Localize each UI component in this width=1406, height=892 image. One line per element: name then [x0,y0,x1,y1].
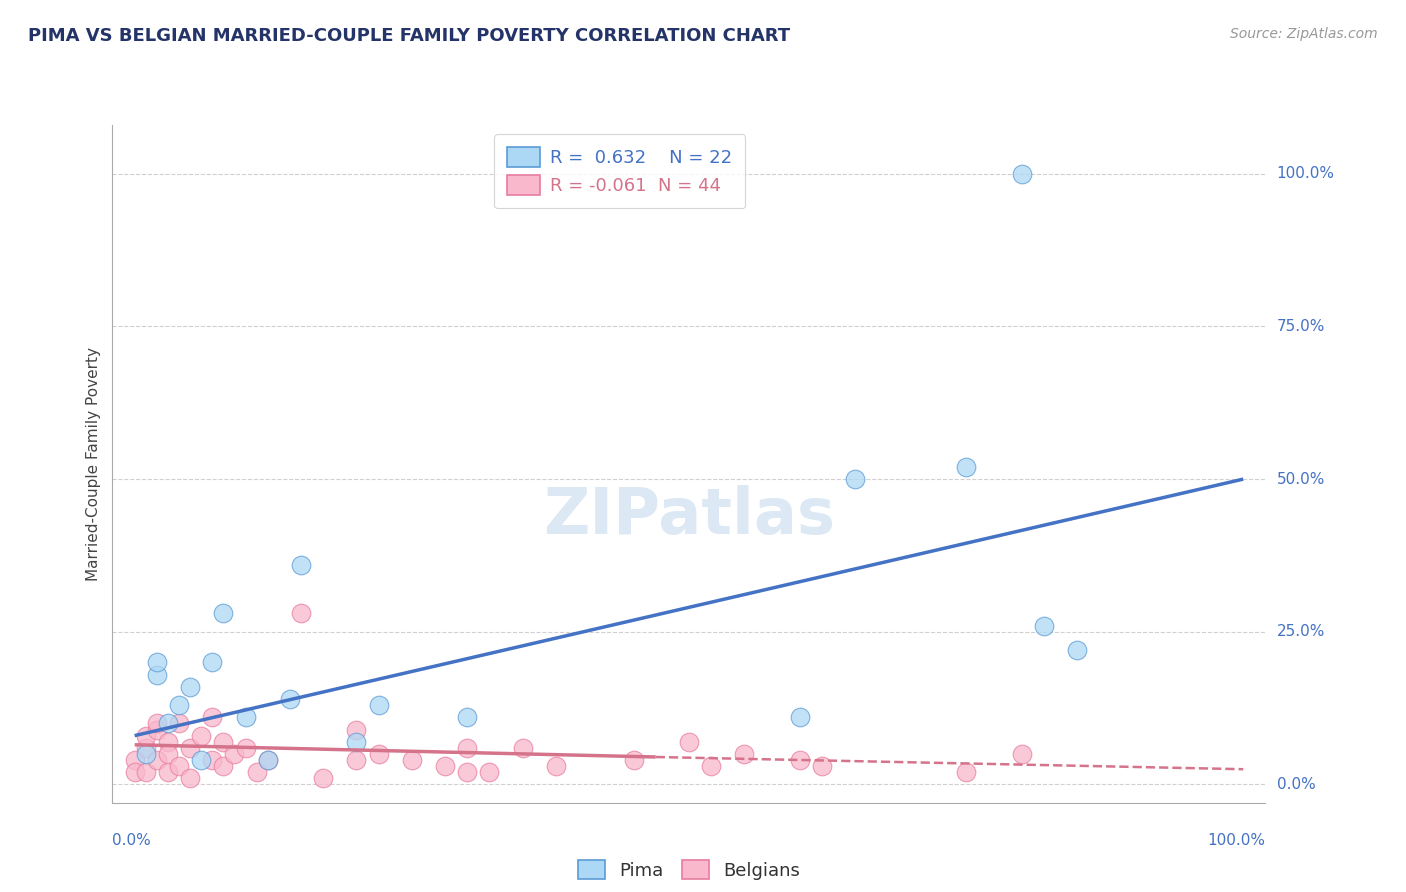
Point [146,656,169,670]
Point [235,710,257,724]
Legend: Pima, Belgians: Pima, Belgians [569,851,808,888]
Text: PIMA VS BELGIAN MARRIED-COUPLE FAMILY POVERTY CORRELATION CHART: PIMA VS BELGIAN MARRIED-COUPLE FAMILY PO… [28,27,790,45]
Point [135,765,157,780]
Point [135,747,157,761]
Point [156,747,179,761]
Point [146,667,169,681]
Point [401,753,423,767]
Point [456,765,478,780]
Point [256,753,278,767]
Point [1032,618,1054,632]
Point [201,656,224,670]
Point [544,759,567,773]
Point [733,747,755,761]
Text: 0.0%: 0.0% [1277,777,1315,792]
Point [146,723,169,737]
Point [212,607,235,621]
Point [135,740,157,755]
Text: Source: ZipAtlas.com: Source: ZipAtlas.com [1230,27,1378,41]
Point [290,607,312,621]
Point [623,753,645,767]
Text: 100.0%: 100.0% [1208,833,1265,848]
Point [456,710,478,724]
Point [167,759,190,773]
Point [146,753,169,767]
Text: 50.0%: 50.0% [1277,472,1324,487]
Point [367,747,389,761]
Text: 0.0%: 0.0% [112,833,152,848]
Point [290,558,312,572]
Point [1011,747,1033,761]
Point [344,735,367,749]
Point [955,765,977,780]
Point [434,759,457,773]
Point [678,735,700,749]
Point [190,753,212,767]
Point [124,765,146,780]
Point [1011,167,1033,181]
Point [456,740,478,755]
Text: ZIPatlas: ZIPatlas [543,484,835,547]
Point [700,759,723,773]
Point [167,716,190,731]
Point [201,753,224,767]
Point [235,740,257,755]
Point [156,765,179,780]
Point [344,753,367,767]
Text: 100.0%: 100.0% [1277,166,1334,181]
Point [212,735,235,749]
Point [212,759,235,773]
Point [124,753,146,767]
Point [512,740,534,755]
Text: 25.0%: 25.0% [1277,624,1324,640]
Point [278,692,301,706]
Point [478,765,501,780]
Point [1066,643,1088,657]
Point [256,753,278,767]
Point [844,472,866,486]
Point [135,729,157,743]
Point [179,680,201,694]
Point [789,753,811,767]
Point [811,759,834,773]
Point [156,735,179,749]
Point [146,716,169,731]
Text: 75.0%: 75.0% [1277,319,1324,334]
Point [179,740,201,755]
Point [179,772,201,786]
Y-axis label: Married-Couple Family Poverty: Married-Couple Family Poverty [86,347,101,581]
Point [344,723,367,737]
Point [312,772,335,786]
Point [245,765,267,780]
Point [955,459,977,474]
Point [367,698,389,712]
Point [167,698,190,712]
Point [789,710,811,724]
Point [190,729,212,743]
Point [224,747,246,761]
Point [201,710,224,724]
Point [156,716,179,731]
